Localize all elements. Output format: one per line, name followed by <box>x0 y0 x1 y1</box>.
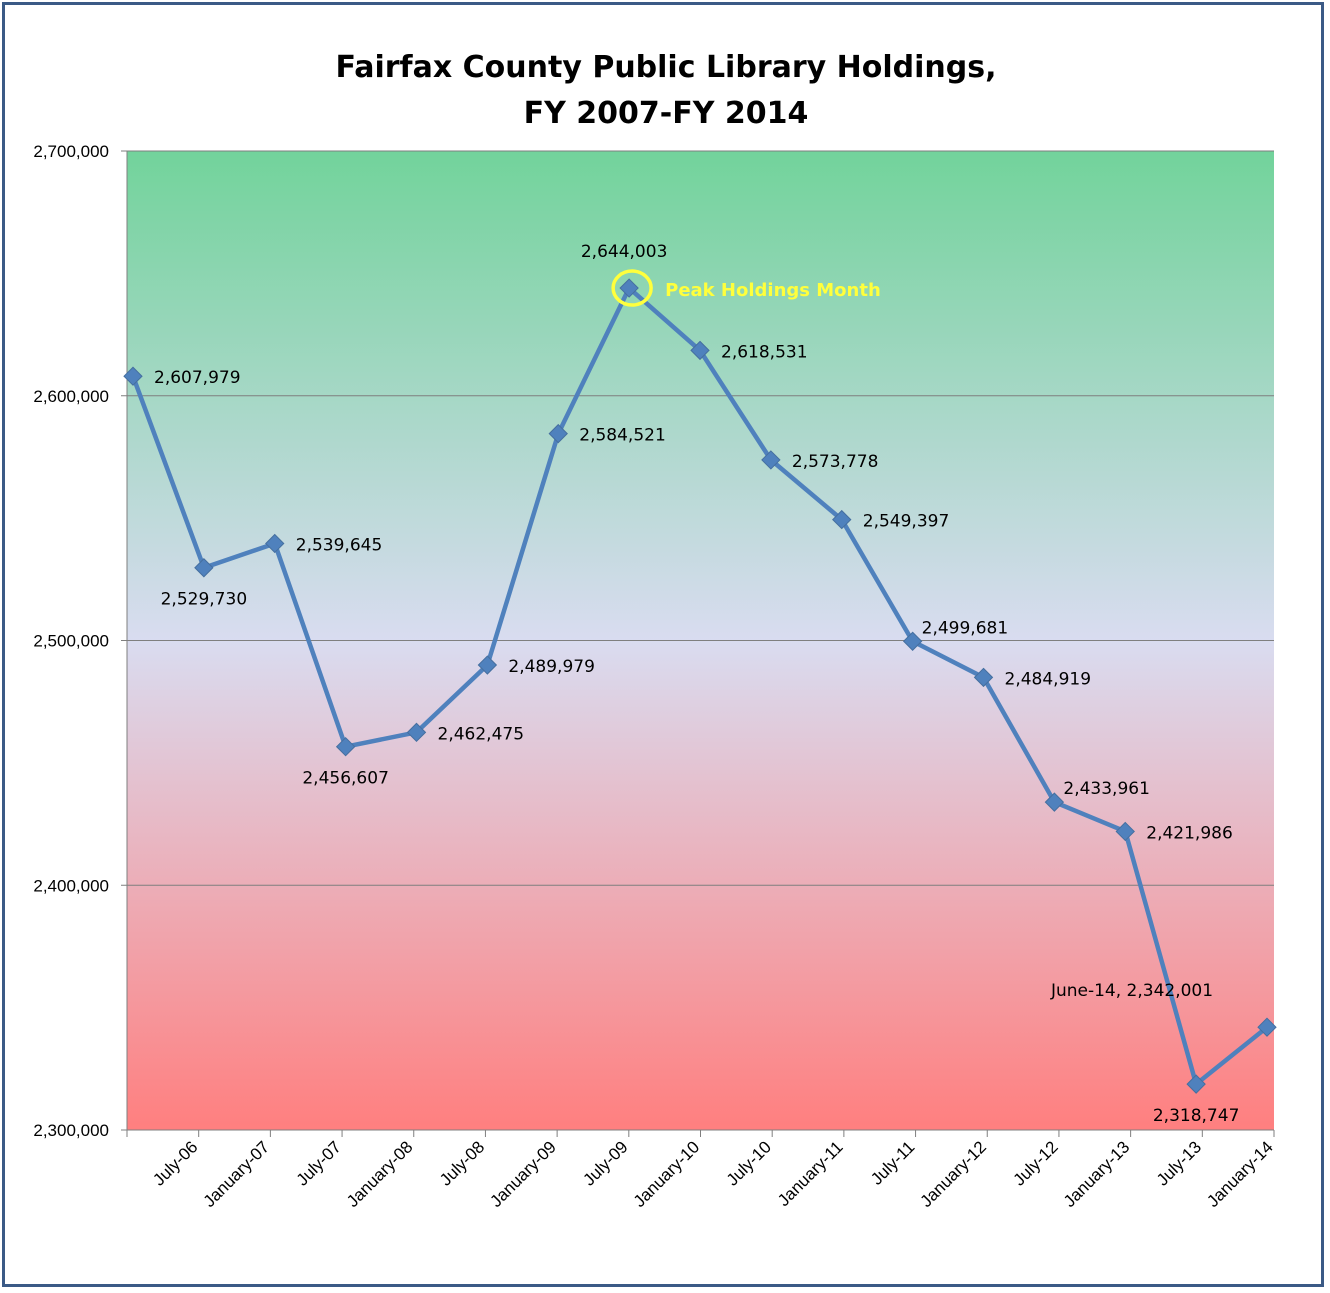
data-label: 2,462,475 <box>438 724 525 744</box>
data-label: 2,484,919 <box>1005 669 1092 689</box>
data-point <box>1044 792 1065 812</box>
data-label: 2,499,681 <box>922 618 1009 638</box>
data-label: 2,573,778 <box>792 452 879 472</box>
x-tick-label: January-14 <box>1203 1137 1277 1211</box>
x-tick-label: July-10 <box>723 1137 775 1189</box>
data-label: 2,318,747 <box>1153 1106 1240 1126</box>
gridlines <box>127 150 1274 886</box>
data-point <box>123 366 143 386</box>
x-tick-label: January-08 <box>343 1137 417 1211</box>
chart-title-line2: FY 2007-FY 2014 <box>523 96 809 131</box>
data-point <box>406 722 427 743</box>
x-tick-label: January-13 <box>1060 1137 1134 1211</box>
data-label: 2,489,979 <box>508 657 595 677</box>
x-tick-label: July-07 <box>293 1137 345 1189</box>
x-tick-label: July-08 <box>436 1137 488 1189</box>
y-tick-label: 2,500,000 <box>33 632 109 651</box>
data-point <box>548 423 568 444</box>
data-point <box>265 533 285 554</box>
data-point <box>690 340 710 361</box>
annotation: Peak Holdings Month <box>611 269 881 307</box>
data-point <box>1115 821 1135 842</box>
x-tick-label: July-06 <box>149 1137 201 1189</box>
data-point <box>902 631 923 651</box>
data-label: 2,607,979 <box>154 368 241 388</box>
y-tick-label: 2,400,000 <box>33 876 109 895</box>
chart-title: Fairfax County Public Library Holdings, … <box>5 45 1327 137</box>
data-label: 2,433,961 <box>1063 779 1150 799</box>
x-tick-label: January-09 <box>486 1137 560 1211</box>
data-label: 2,421,986 <box>1146 823 1233 843</box>
data-label: 2,529,730 <box>161 590 248 610</box>
chart-title-line1: Fairfax County Public Library Holdings, <box>335 50 997 85</box>
data-point <box>832 509 852 530</box>
data-label: June-14, 2,342,001 <box>1050 981 1213 1001</box>
data-label: 2,539,645 <box>296 535 383 555</box>
x-tick-label: July-13 <box>1153 1137 1205 1189</box>
annotation-label: Peak Holdings Month <box>665 280 881 301</box>
peak-highlight-circle <box>611 269 653 307</box>
data-label: 2,644,003 <box>581 242 668 262</box>
y-tick-label: 2,700,000 <box>33 142 109 161</box>
x-tick-label: January-10 <box>630 1137 704 1211</box>
data-point <box>761 450 781 470</box>
x-tick-label: July-11 <box>867 1137 918 1188</box>
y-tick-label: 2,300,000 <box>33 1121 109 1140</box>
data-point <box>973 667 994 688</box>
data-labels: 2,607,979 2,529,730 2,539,645 2,456,607 2,46… <box>154 242 1239 1126</box>
x-tick-label: January-12 <box>916 1137 990 1211</box>
data-point <box>477 655 498 675</box>
series-layer <box>123 278 1277 1094</box>
data-label: 2,549,397 <box>863 512 950 532</box>
x-tick-label: January-07 <box>200 1137 274 1211</box>
data-point <box>619 278 639 298</box>
x-tick-label: July-09 <box>579 1137 631 1189</box>
data-point <box>335 736 356 757</box>
data-label: 2,456,607 <box>302 769 389 789</box>
data-label: 2,618,531 <box>721 342 808 362</box>
y-tick-label: 2,600,000 <box>33 387 109 406</box>
data-label: 2,584,521 <box>579 426 666 446</box>
data-point <box>194 558 214 578</box>
x-tick-label: January-11 <box>774 1137 847 1210</box>
data-point <box>1186 1074 1206 1094</box>
data-point <box>1257 1017 1277 1037</box>
x-tick-label: July-12 <box>1010 1137 1062 1189</box>
